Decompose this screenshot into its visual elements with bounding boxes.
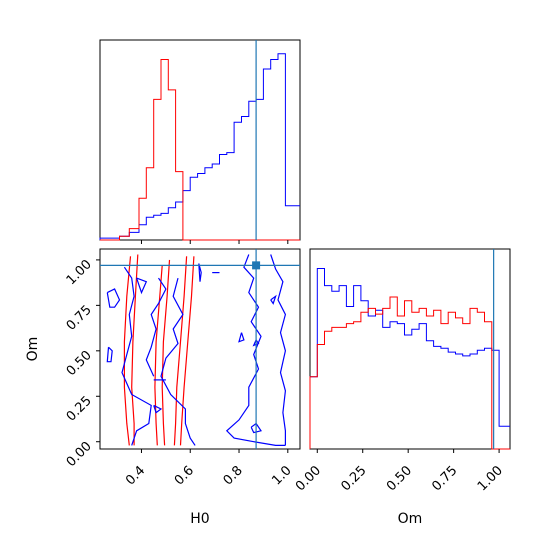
- om-x-tick-label-2: 0.50: [384, 463, 415, 494]
- h0-x-ticks-group: 0.4 0.6 0.8 1.0: [123, 449, 295, 488]
- contour-1-line-15: [270, 254, 287, 446]
- contour-1-line-7: [160, 277, 196, 446]
- om-y-tick-label-3: 0.75: [64, 303, 95, 334]
- om-x-ticks-group: 0.00 0.25 0.50 0.75 1.00: [293, 449, 506, 494]
- h0-hist-series-group: [99, 53, 300, 241]
- h0-x-tick-label-2: 0.8: [221, 463, 246, 488]
- contour-0-line-4: [173, 256, 188, 446]
- contour-1-line-4: [153, 404, 163, 414]
- contour-1-line-2: [121, 266, 152, 446]
- h0-x-tick-label-3: 1.0: [269, 463, 294, 488]
- contour-1-line-12: [250, 422, 262, 434]
- om-x-tick-label-3: 0.75: [429, 463, 460, 494]
- contour-frame: [99, 248, 301, 450]
- contour-0-line-1: [131, 254, 139, 446]
- contour-1-line-10: [238, 332, 245, 343]
- contour-0-line-2: [154, 265, 163, 446]
- om-x-tick-label-0: 0.00: [293, 463, 324, 494]
- om-hist-series-0: [309, 268, 510, 449]
- contour-1-line-1: [106, 346, 113, 363]
- h0-x-tick-label-1: 0.6: [172, 463, 197, 488]
- om-hist-series-group: [309, 268, 510, 450]
- om-y-tick-label-0: 0.00: [64, 439, 95, 470]
- om-x-axis-label: Om: [398, 511, 423, 527]
- h0-x-tick-label-0: 0.4: [123, 463, 148, 488]
- om-marginal-histogram: 0.00 0.25 0.50 0.75 1.00 Om: [293, 248, 511, 527]
- contour-1-line-8: [198, 263, 202, 282]
- h0-hist-series-1: [100, 59, 300, 241]
- h0-hist-ticks-group: [140, 240, 289, 244]
- om-x-tick-label-4: 1.00: [475, 463, 506, 494]
- om-hist-series-1: [309, 296, 510, 450]
- contour-series-group: [106, 254, 287, 446]
- contour-1-line-14: [225, 254, 286, 446]
- h0-marginal-histogram: [99, 39, 301, 244]
- truth-point-marker: [252, 261, 261, 270]
- contour-1-line-3: [136, 277, 148, 295]
- contour-1-line-0: [106, 288, 121, 308]
- om-y-axis-label: Om: [25, 337, 41, 362]
- contour-1-line-6: [145, 277, 167, 377]
- om-x-tick-label-1: 0.25: [338, 463, 369, 494]
- om-hist-frame: [309, 248, 511, 450]
- om-y-tick-label-1: 0.25: [64, 393, 95, 424]
- om-y-tick-label-4: 1.00: [64, 257, 95, 288]
- h0-om-contour-panel: 0.4 0.6 0.8 1.0 0.00 0.25 0.50 0.75 1.00 H0 Om: [25, 248, 301, 527]
- h0-hist-series-0: [99, 53, 300, 240]
- h0-hist-frame: [99, 39, 301, 241]
- contour-0-line-3: [161, 259, 171, 446]
- contour-1-line-13: [270, 294, 277, 305]
- om-y-tick-label-2: 0.50: [64, 348, 95, 379]
- h0-x-axis-label: H0: [190, 511, 209, 527]
- contour-0-line-5: [179, 256, 195, 446]
- om-y-ticks-group: 0.00 0.25 0.50 0.75 1.00: [64, 257, 100, 470]
